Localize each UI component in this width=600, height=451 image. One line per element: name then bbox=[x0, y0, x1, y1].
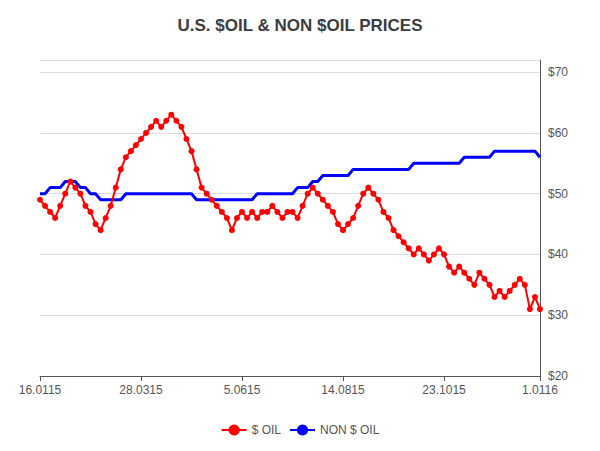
svg-text:$50: $50 bbox=[548, 187, 568, 201]
svg-text:$60: $60 bbox=[548, 126, 568, 140]
svg-text:$70: $70 bbox=[548, 65, 568, 79]
svg-text:$20: $20 bbox=[548, 369, 568, 383]
svg-text:$40: $40 bbox=[548, 247, 568, 261]
svg-text:16.0115: 16.0115 bbox=[19, 383, 62, 397]
svg-text:14.0815: 14.0815 bbox=[321, 383, 365, 397]
svg-text:NON $ OIL: NON $ OIL bbox=[320, 423, 380, 437]
svg-text:23.1015: 23.1015 bbox=[422, 383, 466, 397]
svg-text:1.0116: 1.0116 bbox=[522, 383, 558, 397]
svg-text:$ OIL: $ OIL bbox=[252, 423, 282, 437]
svg-text:5.0615: 5.0615 bbox=[224, 383, 261, 397]
svg-text:$30: $30 bbox=[548, 308, 568, 322]
svg-text:28.0315: 28.0315 bbox=[119, 383, 163, 397]
svg-text:U.S. $OIL & NON $OIL PRICES: U.S. $OIL & NON $OIL PRICES bbox=[178, 16, 423, 35]
